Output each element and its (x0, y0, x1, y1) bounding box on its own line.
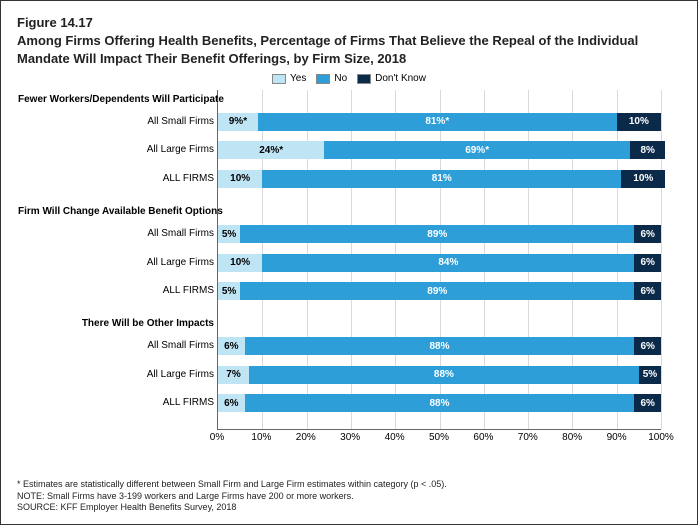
bar-no: 81% (262, 170, 621, 188)
x-tick: 70% (518, 432, 538, 443)
figure-number: Figure 14.17 (17, 15, 681, 30)
legend-no: No (316, 73, 347, 84)
bar-no: 69%* (324, 141, 630, 159)
bar-dk: 10% (621, 170, 665, 188)
bar-no: 89% (240, 225, 634, 243)
chart-title: Among Firms Offering Health Benefits, Pe… (17, 32, 681, 67)
bar-yes: 5% (218, 282, 240, 300)
x-tick: 10% (251, 432, 271, 443)
bar-dk: 8% (630, 141, 665, 159)
chart-row: All Large Firms24%*69%*8% (218, 139, 661, 161)
x-tick: 90% (607, 432, 627, 443)
row-label: ALL FIRMS (18, 392, 218, 414)
x-tick: 0% (210, 432, 224, 443)
chart-groups: Fewer Workers/Dependents Will Participat… (218, 90, 661, 429)
chart-row: All Small Firms9%*81%*10% (218, 111, 661, 133)
bar-no: 89% (240, 282, 634, 300)
bar-no: 84% (262, 254, 634, 272)
footnote-note: NOTE: Small Firms have 3-199 workers and… (17, 491, 681, 503)
bar-yes: 7% (218, 366, 249, 384)
x-tick: 80% (562, 432, 582, 443)
bar-yes: 5% (218, 225, 240, 243)
bar-dk: 5% (639, 366, 661, 384)
row-label: ALL FIRMS (18, 280, 218, 302)
bar-no: 88% (245, 394, 635, 412)
row-label: All Small Firms (18, 111, 218, 133)
bar-yes: 10% (218, 170, 262, 188)
legend-yes: Yes (272, 73, 306, 84)
row-label: All Large Firms (18, 364, 218, 386)
chart-row: All Small Firms5%89%6% (218, 223, 661, 245)
bar-no: 81%* (258, 113, 617, 131)
legend: Yes No Don't Know (17, 73, 681, 84)
bar-dk: 6% (634, 394, 661, 412)
bar-dk: 6% (634, 337, 661, 355)
group-label: Firm Will Change Available Benefit Optio… (18, 207, 218, 217)
row-label: All Large Firms (18, 139, 218, 161)
bar-yes: 24%* (218, 141, 324, 159)
row-label: All Small Firms (18, 223, 218, 245)
chart-row: ALL FIRMS10%81%10% (218, 168, 661, 190)
legend-yes-label: Yes (290, 73, 306, 84)
bar-yes: 6% (218, 394, 245, 412)
row-label: ALL FIRMS (18, 168, 218, 190)
bar-yes: 9%* (218, 113, 258, 131)
bar-no: 88% (249, 366, 639, 384)
x-tick: 30% (340, 432, 360, 443)
x-tick: 60% (473, 432, 493, 443)
row-label: All Large Firms (18, 252, 218, 274)
legend-dk-label: Don't Know (375, 73, 426, 84)
x-axis: 0%10%20%30%40%50%60%70%80%90%100% (217, 432, 661, 446)
x-tick: 50% (429, 432, 449, 443)
chart-row: All Large Firms7%88%5% (218, 364, 661, 386)
group-label: There Will be Other Impacts (18, 319, 218, 329)
bar-dk: 10% (617, 113, 661, 131)
chart-area: Fewer Workers/Dependents Will Participat… (217, 90, 661, 430)
bar-dk: 6% (634, 225, 661, 243)
x-tick: 20% (296, 432, 316, 443)
footnote-source: SOURCE: KFF Employer Health Benefits Sur… (17, 502, 681, 514)
row-label: All Small Firms (18, 335, 218, 357)
bar-dk: 6% (634, 254, 661, 272)
bar-yes: 10% (218, 254, 262, 272)
bar-no: 88% (245, 337, 635, 355)
swatch-dk (357, 74, 371, 84)
swatch-no (316, 74, 330, 84)
bar-yes: 6% (218, 337, 245, 355)
group-label: Fewer Workers/Dependents Will Participat… (18, 95, 218, 105)
chart-row: All Large Firms10%84%6% (218, 252, 661, 274)
x-tick: 40% (385, 432, 405, 443)
swatch-yes (272, 74, 286, 84)
chart-row: ALL FIRMS6%88%6% (218, 392, 661, 414)
footnote-sig: * Estimates are statistically different … (17, 479, 681, 491)
chart-row: All Small Firms6%88%6% (218, 335, 661, 357)
legend-dk: Don't Know (357, 73, 426, 84)
footnotes: * Estimates are statistically different … (17, 479, 681, 514)
legend-no-label: No (334, 73, 347, 84)
chart-row: ALL FIRMS5%89%6% (218, 280, 661, 302)
bar-dk: 6% (634, 282, 661, 300)
x-tick: 100% (648, 432, 674, 443)
